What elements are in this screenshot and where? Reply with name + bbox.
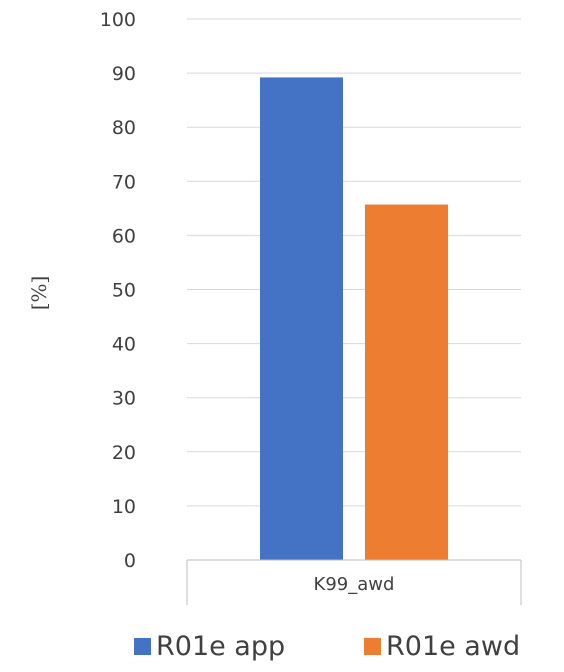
bar-r01e-app	[260, 77, 343, 560]
legend: R01e app R01e awd	[134, 631, 520, 662]
y-tick-label: 60	[112, 225, 136, 247]
gridlines	[187, 18, 521, 507]
y-tick-label: 10	[112, 496, 136, 518]
x-category-label: K99_awd	[314, 574, 395, 595]
y-tick-label: 30	[112, 388, 136, 410]
y-tick-label: 90	[112, 63, 136, 85]
y-tick-label: 50	[112, 280, 136, 302]
legend-swatch	[134, 638, 151, 655]
x-axis: K99_awd	[186, 559, 522, 605]
y-tick-label: 40	[112, 334, 136, 356]
y-tick-label: 0	[124, 550, 136, 572]
bars	[260, 77, 448, 561]
y-tick-label: 70	[112, 171, 136, 193]
legend-label: R01e app	[156, 631, 285, 662]
y-tick-label: 20	[112, 442, 136, 464]
legend-label: R01e awd	[386, 631, 520, 662]
y-tick-label: 100	[100, 9, 136, 31]
bar-r01e-awd	[365, 204, 448, 561]
legend-swatch	[364, 638, 381, 655]
y-axis-title: [%]	[27, 276, 51, 311]
y-tick-label: 80	[112, 117, 136, 139]
y-axis-ticks: 0 10 20 30 40 50 60 70 80 90 100	[100, 9, 136, 572]
